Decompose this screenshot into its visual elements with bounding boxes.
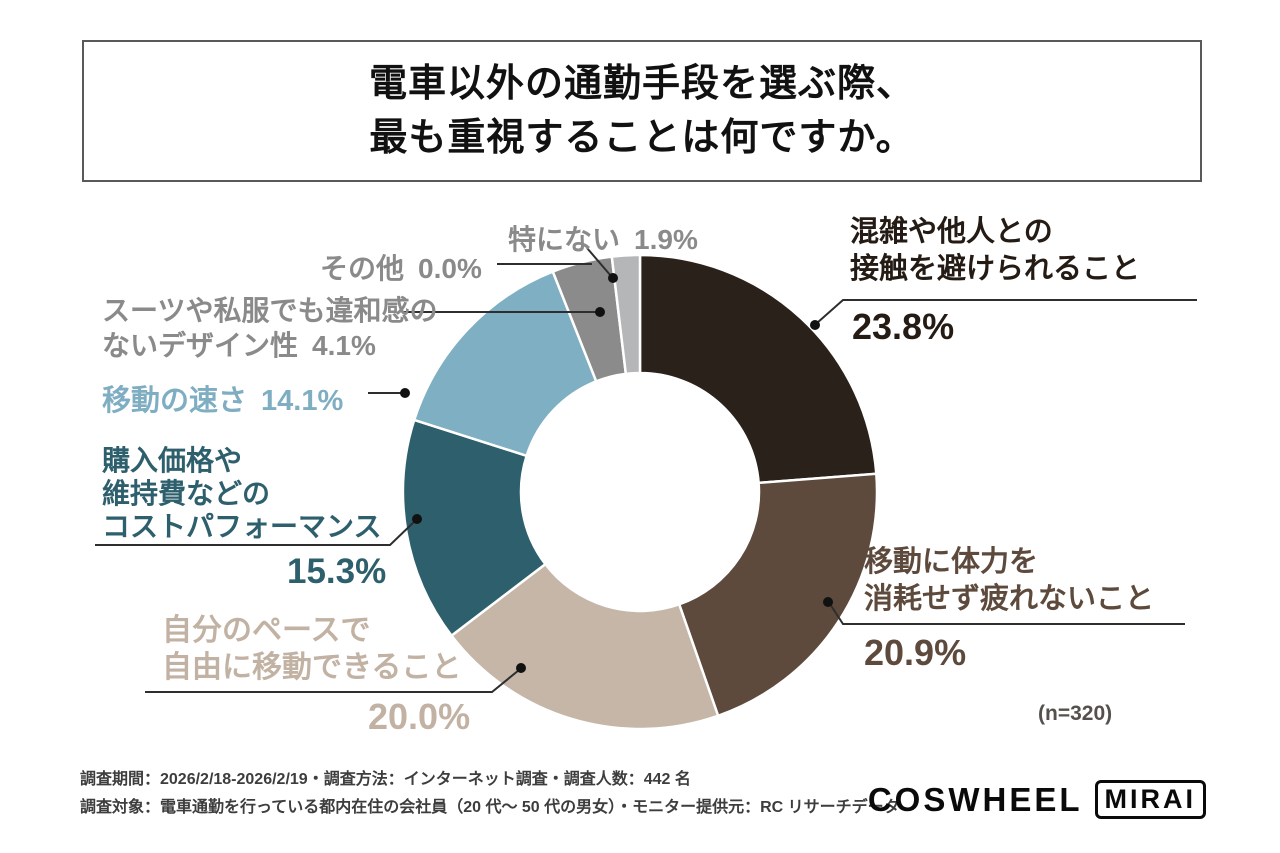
callout-speed-pct: 14.1% (261, 385, 344, 417)
callout-cost-performance-line3: コストパフォーマンス (102, 511, 382, 542)
callout-other-pct: 0.0% (418, 253, 482, 284)
callout-own-pace-line1: 自分のペースで (162, 614, 371, 647)
callout-none-particular-pct: 1.9% (634, 224, 698, 255)
page-title-line-2: 最も重視することは何ですか。 (369, 117, 915, 159)
leader-dot-design (595, 307, 605, 317)
callout-no-fatigue: 移動に体力を 消耗せず疲れないこと (864, 544, 1154, 618)
leader-avoid-crowding (816, 299, 1197, 324)
callout-own-pace-line2: 自由に移動できること (162, 651, 462, 684)
brand-logo: COSWHEEL MIRAI (868, 780, 1206, 819)
leader-none-particular (586, 247, 612, 277)
leader-no-fatigue (829, 603, 1185, 625)
footer-line-2: 調査対象：電車通勤を行っている都内在住の会社員（20 代～ 50 代の男女）・モ… (80, 799, 900, 816)
footer-line-1: 調査期間：2026/2/18-2026/2/19・調査方法：インターネット調査・… (80, 771, 691, 788)
callout-no-fatigue-line1: 移動に体力を (864, 546, 1039, 578)
callout-cost-performance-line1: 購入価格や (102, 445, 243, 476)
callout-own-pace-pct: 20.0% (368, 696, 471, 737)
donut-slice-8 (610, 253, 642, 376)
callout-design: スーツや私服でも違和感の ないデザイン性 4.1% (102, 293, 437, 363)
callout-cost-performance-pct: 15.3% (287, 552, 387, 591)
leader-dot-none-particular (608, 273, 618, 283)
donut-slice-2 (677, 472, 879, 718)
callout-no-fatigue-pct: 20.9% (864, 632, 967, 673)
callout-design-line2-text: ないデザイン性 (102, 330, 299, 361)
callout-speed: 移動の速さ 14.1% (102, 377, 343, 419)
callout-other: その他 0.0% (320, 247, 482, 287)
logo-coswheel-text: COSWHEEL (867, 780, 1083, 818)
donut-slice-1 (638, 253, 878, 485)
leader-dot-cost-performance (412, 514, 422, 524)
callout-no-fatigue-line2: 消耗せず疲れないこと (864, 583, 1155, 615)
callout-avoid-crowding-pct: 23.8% (852, 306, 955, 347)
callout-avoid-crowding: 混雑や他人との 接触を避けられること (850, 214, 1140, 288)
leader-dot-no-fatigue (823, 597, 833, 607)
leader-dot-own-pace (516, 663, 526, 673)
callout-cost-performance-line2: 維持費などの (102, 478, 271, 509)
donut-slice-4 (401, 418, 548, 638)
callout-avoid-crowding-line2: 接触を避けられること (850, 253, 1141, 285)
callout-other-label: その他 (320, 253, 405, 284)
callout-design-line1: スーツや私服でも違和感の (102, 295, 438, 326)
callout-speed-label: 移動の速さ (102, 385, 248, 417)
page-title-line-1: 電車以外の通勤手段を選ぶ際、 (368, 63, 915, 105)
leader-dot-speed (400, 388, 410, 398)
donut-slice-5 (412, 269, 598, 458)
donut-slices-group (401, 253, 879, 731)
logo-mirai-badge: MIRAI (1094, 780, 1206, 819)
sample-size-note: (n=320) (1038, 702, 1113, 725)
survey-footer: 調査期間：2026/2/18-2026/2/19・調査方法：インターネット調査・… (80, 766, 900, 822)
callout-design-line2: ないデザイン性 4.1% (102, 328, 437, 363)
callout-cost-performance: 購入価格や 維持費などの コストパフォーマンス (102, 444, 381, 543)
callout-avoid-crowding-line1: 混雑や他人との (850, 216, 1053, 248)
leader-cost-performance (95, 520, 416, 546)
survey-question-box: 電車以外の通勤手段を選ぶ際、 最も重視することは何ですか。 (82, 40, 1202, 182)
leader-own-pace (145, 669, 520, 693)
donut-slice-3 (449, 562, 720, 731)
callout-leader-lines (95, 247, 1197, 693)
callout-none-particular-label: 特にない (508, 224, 621, 255)
leader-dot-avoid-crowding (810, 320, 820, 330)
callout-own-pace: 自分のペースで 自由に移動できること (162, 612, 461, 686)
callout-none-particular: 特にない 1.9% (508, 218, 698, 258)
callout-design-pct: 4.1% (312, 330, 376, 361)
